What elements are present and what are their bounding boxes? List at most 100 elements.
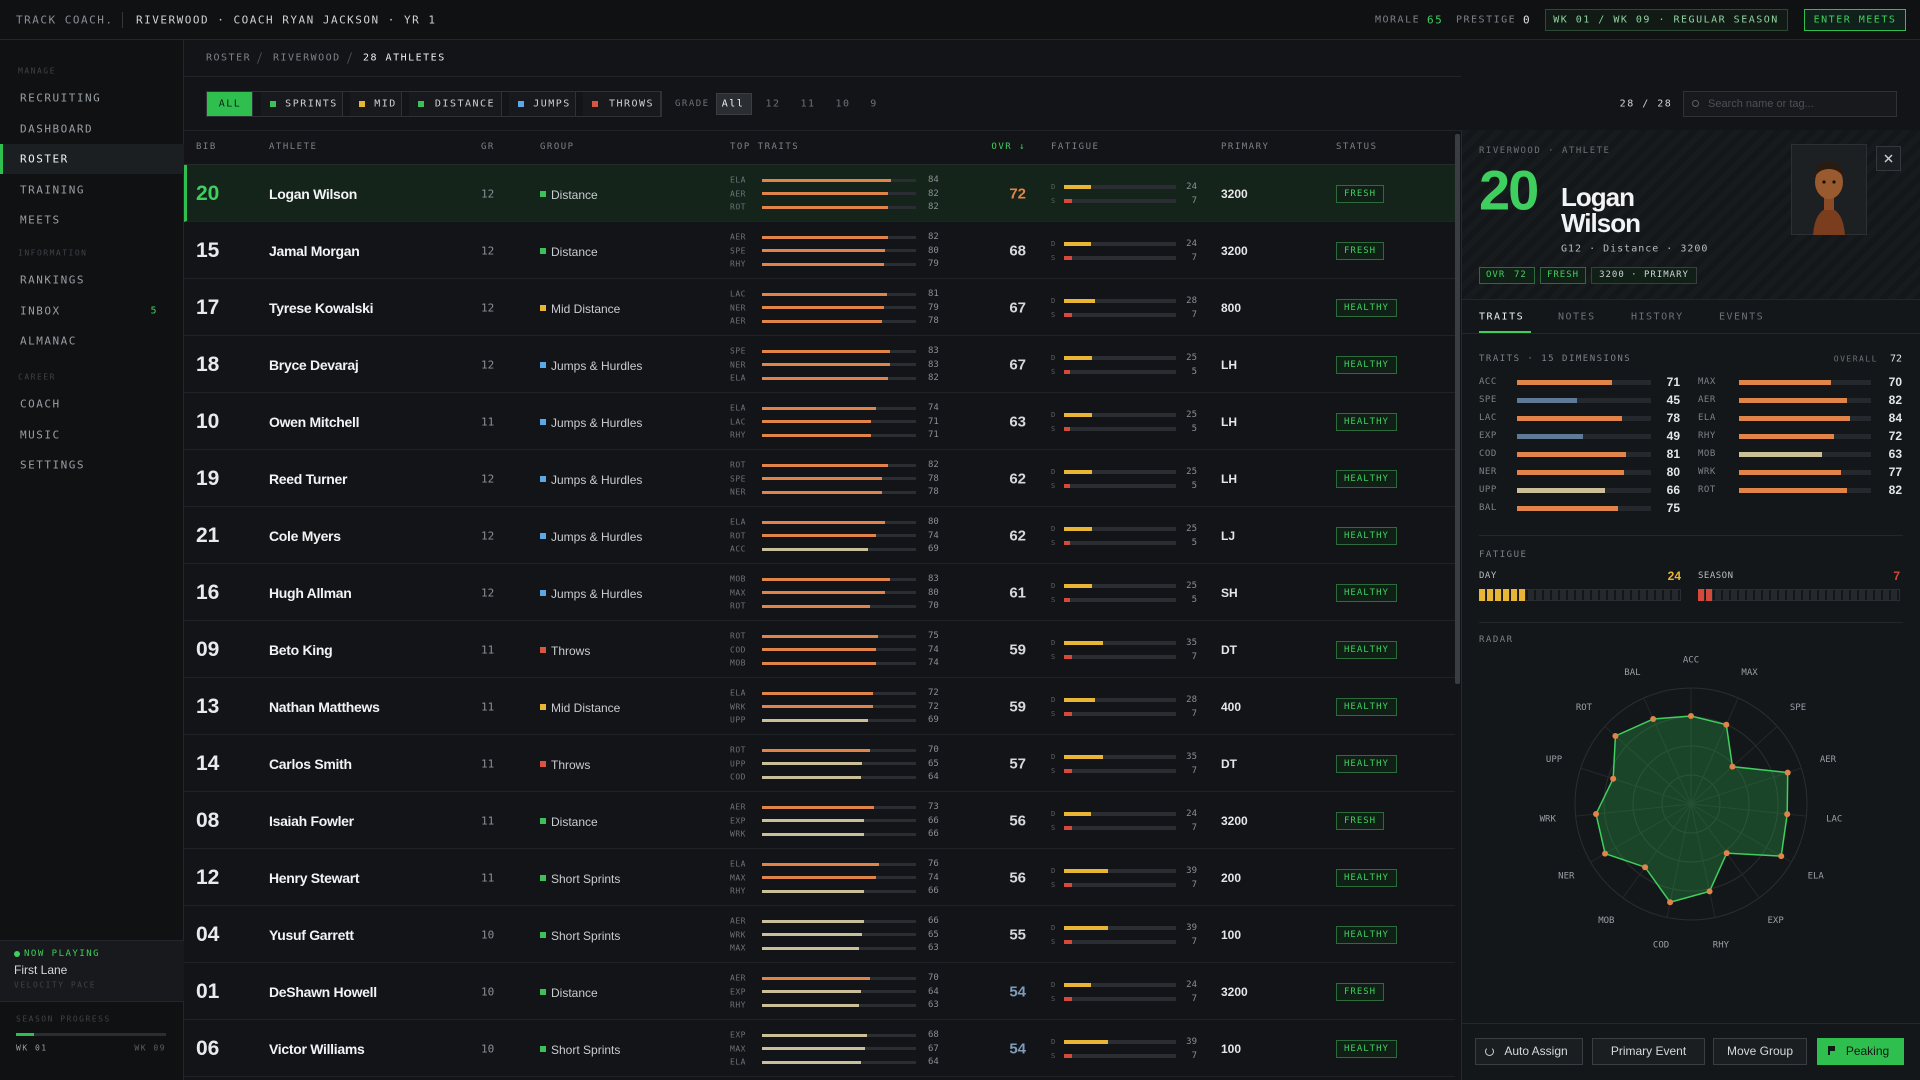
table-row[interactable] — [184, 621, 1455, 678]
action-button[interactable] — [1713, 1038, 1807, 1065]
status-badge: HEALTHY — [1336, 754, 1397, 773]
breadcrumb[interactable]: ROSTER — [206, 52, 252, 64]
table-row[interactable] — [184, 963, 1455, 1020]
radar-point — [1778, 853, 1785, 860]
action-button-label[interactable]: Move Group — [1726, 1044, 1794, 1058]
table-row[interactable] — [184, 564, 1455, 621]
fatigue-label: S — [1051, 481, 1056, 490]
action-button[interactable] — [1592, 1038, 1705, 1065]
enter-meets-label[interactable]: ENTER MEETS — [1813, 14, 1897, 26]
fatigue-bar — [1064, 868, 1108, 873]
action-button-label[interactable]: Auto Assign — [1504, 1044, 1568, 1058]
filter-chip-label[interactable]: SPRINTS — [285, 98, 338, 110]
column-header[interactable]: ATHLETE — [269, 142, 318, 152]
fatigue-value: 7 — [1191, 708, 1197, 719]
nav-item[interactable]: RANKINGS — [20, 273, 85, 287]
enter-meets-button[interactable] — [1804, 9, 1906, 31]
table-row[interactable] — [184, 906, 1455, 963]
table-row[interactable] — [184, 393, 1455, 450]
fatigue-label: S — [1051, 367, 1056, 376]
fatigue-track — [1064, 426, 1176, 431]
search-box[interactable] — [1683, 91, 1897, 117]
fatigue-label: S — [1051, 994, 1056, 1003]
radar-label: MAX — [1741, 668, 1758, 678]
nav-item[interactable]: MUSIC — [20, 428, 61, 441]
status-badge: HEALTHY — [1336, 355, 1397, 374]
action-button-label[interactable]: Primary Event — [1610, 1044, 1687, 1058]
nav-item[interactable]: MEETS — [20, 213, 61, 227]
table-row[interactable] — [184, 678, 1455, 735]
table-row[interactable] — [184, 336, 1455, 393]
grade-option[interactable]: 12 — [765, 98, 781, 110]
breadcrumb-border — [184, 76, 1461, 77]
fatigue-bar — [1064, 882, 1072, 887]
column-header[interactable]: GROUP — [540, 142, 575, 152]
trait-bar — [1517, 415, 1622, 421]
trait-value: 80 — [928, 517, 939, 527]
nav-item[interactable]: COACH — [20, 397, 61, 411]
nav-item[interactable]: SETTINGS — [20, 458, 85, 472]
fatigue-track — [1064, 925, 1176, 930]
close-button[interactable] — [1876, 146, 1901, 171]
nav-item[interactable]: RECRUITING — [20, 91, 102, 105]
column-header[interactable]: FATIGUE — [1051, 142, 1100, 152]
column-header[interactable]: OVR ↓ — [991, 142, 1026, 152]
trait-value: 84 — [1888, 411, 1902, 425]
action-button[interactable] — [1475, 1038, 1583, 1065]
column-header[interactable]: GR — [481, 142, 495, 152]
tab[interactable]: EVENTS — [1719, 311, 1765, 323]
filter-chip-label[interactable]: ALL — [218, 98, 242, 110]
nav-item[interactable]: INBOX — [20, 304, 61, 317]
trait-bar — [1517, 469, 1625, 475]
filter-chip-label[interactable]: DISTANCE — [434, 98, 496, 110]
now-playing-title: NOW PLAYING — [24, 949, 101, 959]
grade-option[interactable]: 10 — [835, 98, 851, 110]
grade-option[interactable]: 9 — [870, 98, 878, 110]
action-button-label[interactable]: Peaking — [1845, 1044, 1890, 1058]
trait-code: COD — [730, 772, 746, 782]
table-row[interactable] — [184, 1020, 1455, 1077]
column-header[interactable]: BIB — [196, 142, 217, 152]
ovr: 62 — [1009, 527, 1026, 544]
fatigue-label: S — [1051, 595, 1056, 604]
section-title: MANAGE — [18, 66, 56, 76]
filter-chip[interactable] — [350, 92, 402, 116]
table-row[interactable] — [184, 279, 1455, 336]
result-count: 28 / 28 — [1619, 98, 1673, 110]
column-header[interactable]: TOP TRAITS — [730, 142, 800, 152]
nav-item[interactable]: ROSTER — [20, 152, 69, 166]
tab[interactable]: HISTORY — [1631, 311, 1684, 323]
ovr: 67 — [1009, 299, 1026, 316]
filter-chip-label[interactable]: THROWS — [608, 98, 655, 110]
table-row[interactable] — [184, 792, 1455, 849]
table-row[interactable] — [184, 849, 1455, 906]
fatigue-label: D — [1051, 410, 1056, 419]
column-header[interactable]: STATUS — [1336, 142, 1378, 152]
filter-chip[interactable] — [409, 92, 502, 116]
filter-chip-label[interactable]: MID — [374, 98, 397, 110]
trait-bar — [762, 520, 886, 524]
table-row[interactable] — [184, 735, 1455, 792]
morale: 65 — [1427, 13, 1444, 27]
radar-spoke — [1690, 803, 1792, 863]
nav-item[interactable]: ALMANAC — [20, 334, 77, 348]
table-row[interactable] — [184, 222, 1455, 279]
trait-value: 83 — [928, 346, 939, 356]
column-header[interactable]: PRIMARY — [1221, 142, 1270, 152]
status-badge: HEALTHY — [1336, 583, 1397, 602]
filter-chip-label[interactable]: JUMPS — [533, 98, 571, 110]
fatigue-track — [1064, 939, 1176, 944]
table-row[interactable] — [184, 450, 1455, 507]
tab[interactable]: NOTES — [1558, 311, 1596, 323]
nav-item[interactable]: DASHBOARD — [20, 122, 94, 135]
nav-item[interactable]: TRAINING — [20, 183, 85, 196]
breadcrumb[interactable]: RIVERWOOD — [273, 52, 341, 64]
grade-option[interactable]: 11 — [800, 98, 816, 110]
search-placeholder[interactable]: Search name or tag... — [1708, 98, 1814, 110]
trait-value: 70 — [928, 745, 939, 755]
filter-chip[interactable] — [207, 92, 253, 116]
grade-option[interactable]: All — [721, 98, 745, 110]
table-row[interactable] — [184, 507, 1455, 564]
tab[interactable]: TRAITS — [1479, 311, 1525, 323]
trait-bar — [762, 591, 886, 594]
